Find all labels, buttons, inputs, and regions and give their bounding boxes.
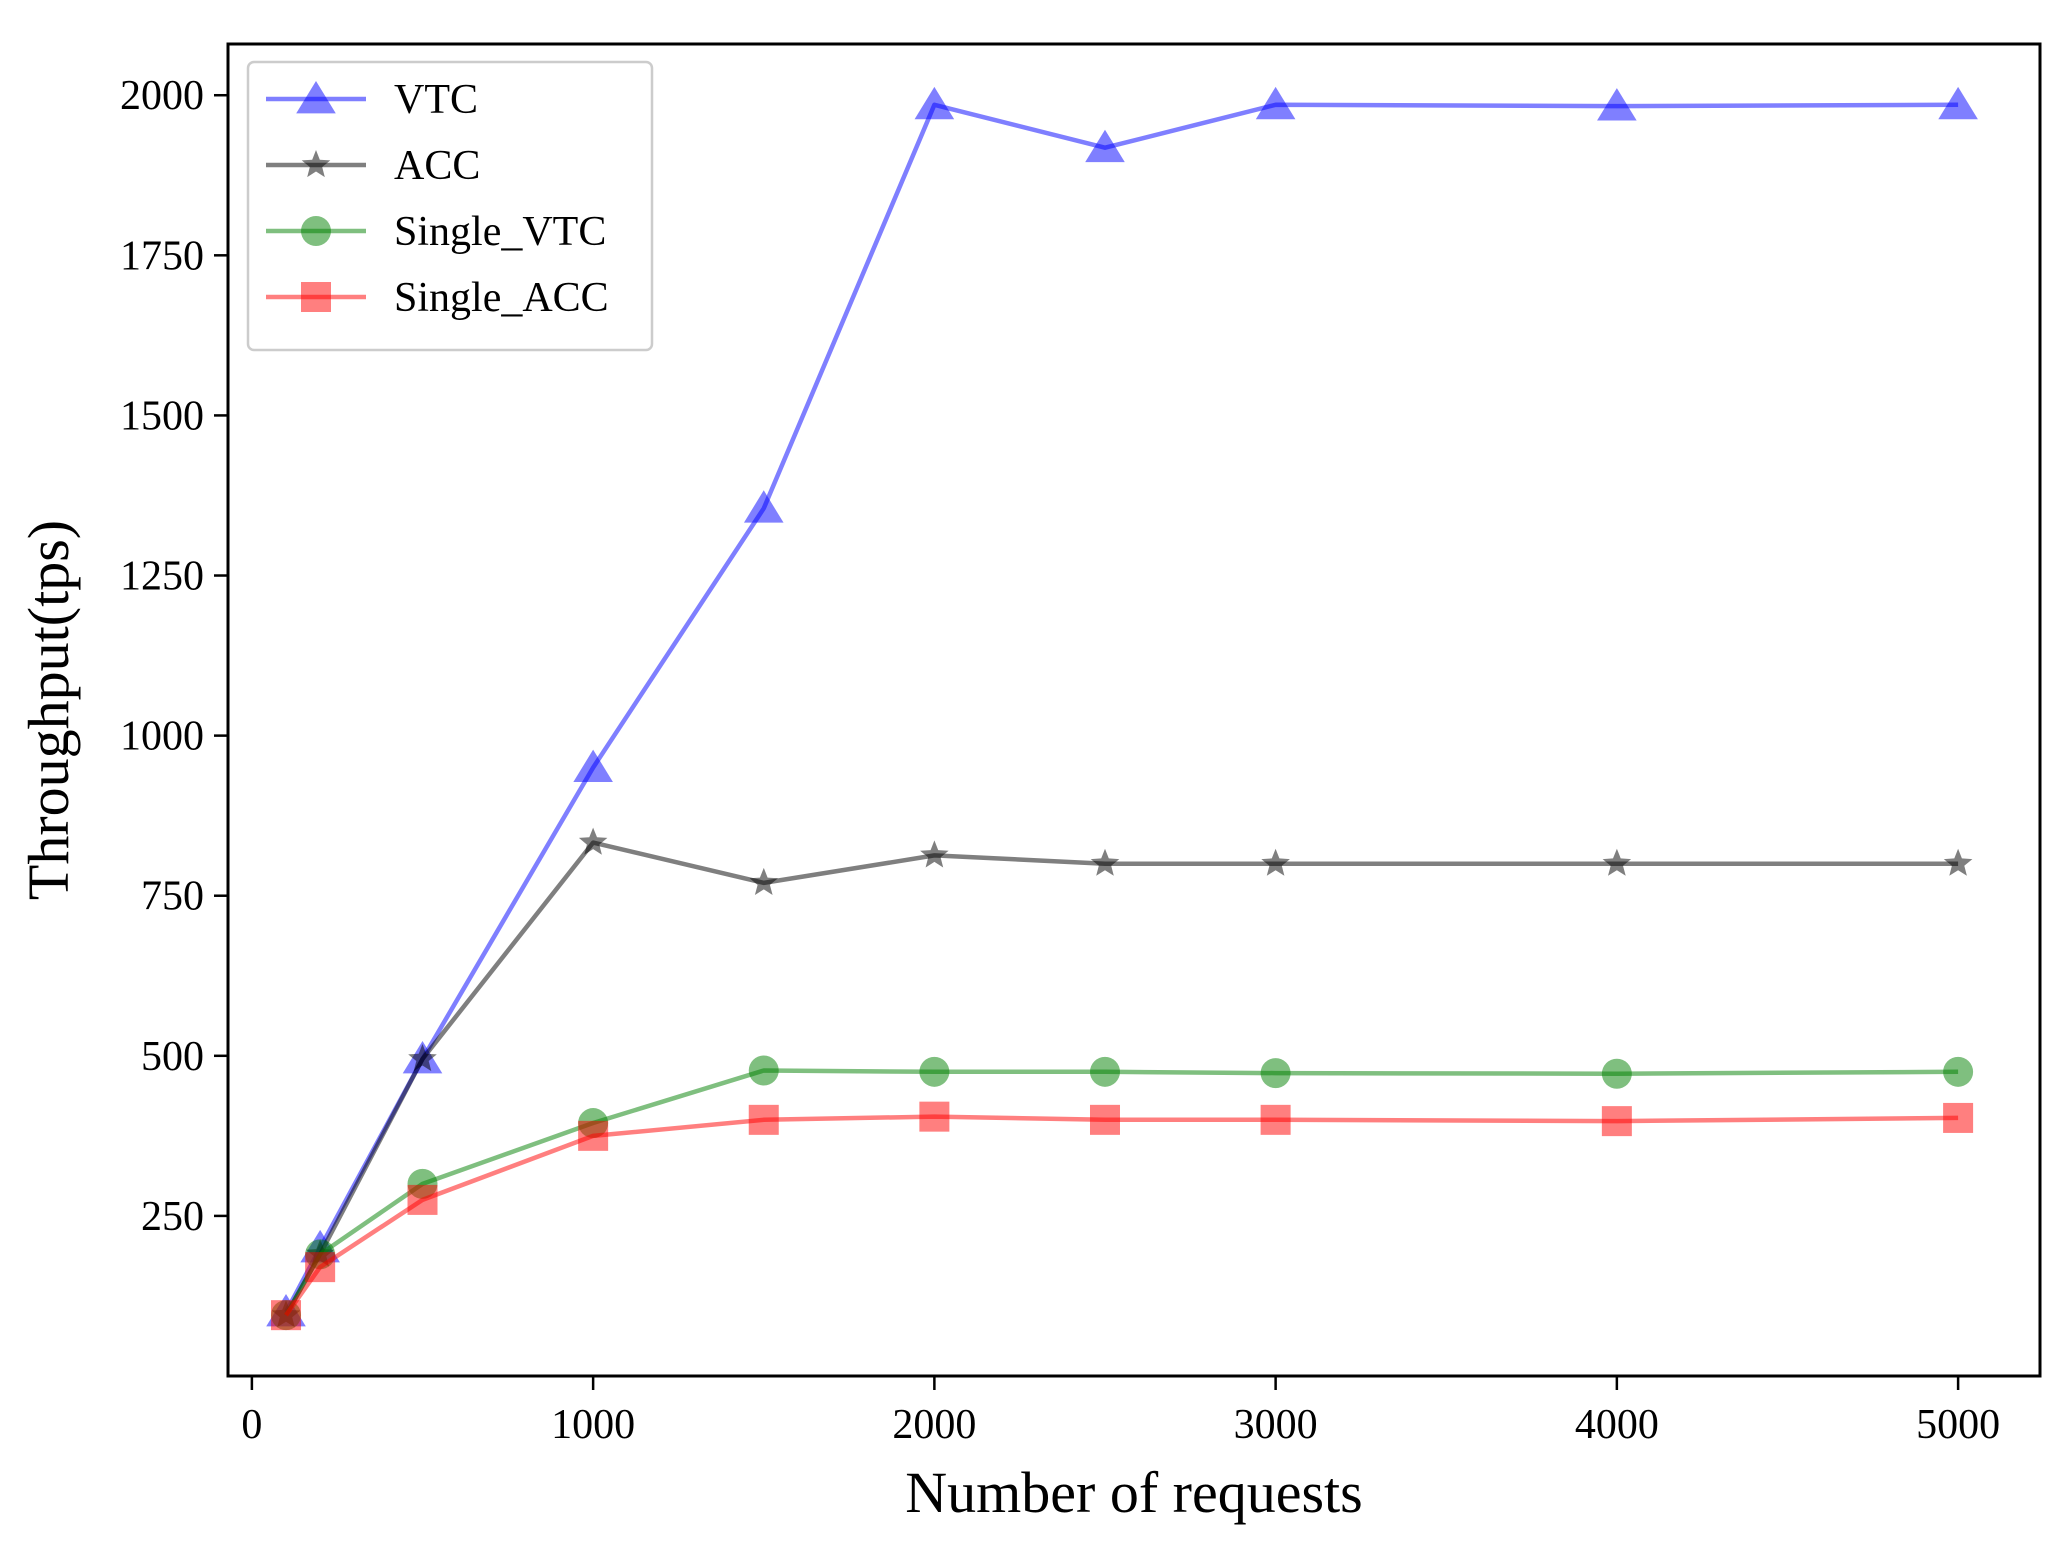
legend-marker-acc bbox=[301, 150, 331, 178]
x-tick-label: 2000 bbox=[892, 1402, 976, 1448]
series-layer bbox=[266, 86, 1978, 1331]
y-tick-label: 1000 bbox=[120, 714, 204, 760]
data-point-vtc bbox=[1085, 129, 1125, 163]
data-point-single-acc bbox=[1089, 1104, 1120, 1135]
y-tick-label: 1500 bbox=[120, 393, 204, 439]
legend-marker-single-vtc bbox=[301, 216, 331, 246]
data-point-vtc bbox=[1597, 88, 1637, 121]
data-point-vtc bbox=[1938, 86, 1978, 120]
legend-label-single-acc: Single_ACC bbox=[394, 275, 609, 321]
data-point-single-vtc bbox=[1089, 1056, 1120, 1087]
y-tick-label: 2000 bbox=[120, 73, 204, 119]
data-point-acc bbox=[408, 1044, 437, 1072]
y-tick-label: 250 bbox=[141, 1194, 204, 1240]
data-point-single-vtc bbox=[919, 1056, 950, 1087]
plot-area-frame bbox=[226, 42, 2042, 1378]
legend-label-vtc: VTC bbox=[394, 77, 478, 123]
data-point-acc bbox=[920, 840, 949, 868]
x-axis-title: Number of requests bbox=[905, 1460, 1362, 1525]
data-point-vtc bbox=[914, 86, 955, 120]
data-point-acc bbox=[1943, 848, 1973, 876]
series-line-single-vtc bbox=[284, 1068, 1959, 1317]
data-point-vtc bbox=[573, 749, 613, 783]
data-point-single-acc bbox=[748, 1104, 779, 1135]
data-point-single-acc bbox=[578, 1120, 609, 1151]
legend-label-acc: ACC bbox=[394, 143, 480, 189]
legend-item-single-acc: Single_ACC bbox=[266, 275, 609, 321]
x-tick-label: 0 bbox=[241, 1402, 262, 1448]
legend-label-single-vtc: Single_VTC bbox=[394, 209, 606, 255]
y-axis-title: Throughput(tps) bbox=[16, 520, 81, 900]
data-point-single-acc bbox=[305, 1252, 336, 1283]
data-point-acc bbox=[1090, 848, 1120, 876]
data-point-single-acc bbox=[1260, 1104, 1291, 1135]
data-point-acc bbox=[578, 827, 608, 855]
data-point-single-acc bbox=[271, 1300, 302, 1331]
data-point-single-vtc bbox=[1260, 1058, 1291, 1089]
data-point-acc bbox=[1602, 848, 1632, 876]
data-point-single-acc bbox=[919, 1101, 950, 1132]
legend-item-vtc: VTC bbox=[266, 77, 478, 123]
series-line-single-acc bbox=[284, 1114, 1959, 1317]
y-tick-label: 500 bbox=[141, 1034, 204, 1080]
series-single-acc bbox=[271, 1101, 1974, 1331]
x-tick-label: 3000 bbox=[1234, 1402, 1318, 1448]
data-point-vtc bbox=[1255, 86, 1296, 120]
x-tick-label: 5000 bbox=[1916, 1402, 2000, 1448]
x-tick-label: 1000 bbox=[551, 1402, 635, 1448]
data-point-single-acc bbox=[1943, 1102, 1974, 1133]
data-point-single-vtc bbox=[748, 1055, 779, 1086]
y-tick-label: 750 bbox=[141, 874, 204, 920]
tick-layer: 0 1000 2000 3000 4000 5000 250 500 750 1000 1250 15… bbox=[120, 73, 2000, 1448]
legend-box bbox=[246, 60, 654, 352]
y-tick-label: 1750 bbox=[120, 233, 204, 279]
data-point-acc bbox=[749, 867, 778, 895]
legend-item-single-vtc: Single_VTC bbox=[266, 209, 606, 255]
data-point-vtc bbox=[743, 490, 784, 523]
data-point-single-vtc bbox=[1943, 1056, 1974, 1087]
data-point-acc bbox=[1261, 848, 1290, 876]
x-tick-label: 4000 bbox=[1575, 1402, 1659, 1448]
legend-marker-vtc bbox=[296, 81, 336, 114]
series-line-acc bbox=[284, 840, 1959, 1317]
y-tick-label: 1250 bbox=[120, 554, 204, 600]
data-point-single-acc bbox=[407, 1184, 438, 1215]
legend-item-acc: ACC bbox=[266, 143, 480, 189]
legend-marker-single-acc bbox=[301, 282, 331, 312]
data-point-single-acc bbox=[1601, 1106, 1632, 1137]
data-point-single-vtc bbox=[1601, 1058, 1632, 1089]
legend: VTC ACC Single_VTC Single_ACC bbox=[246, 60, 654, 352]
